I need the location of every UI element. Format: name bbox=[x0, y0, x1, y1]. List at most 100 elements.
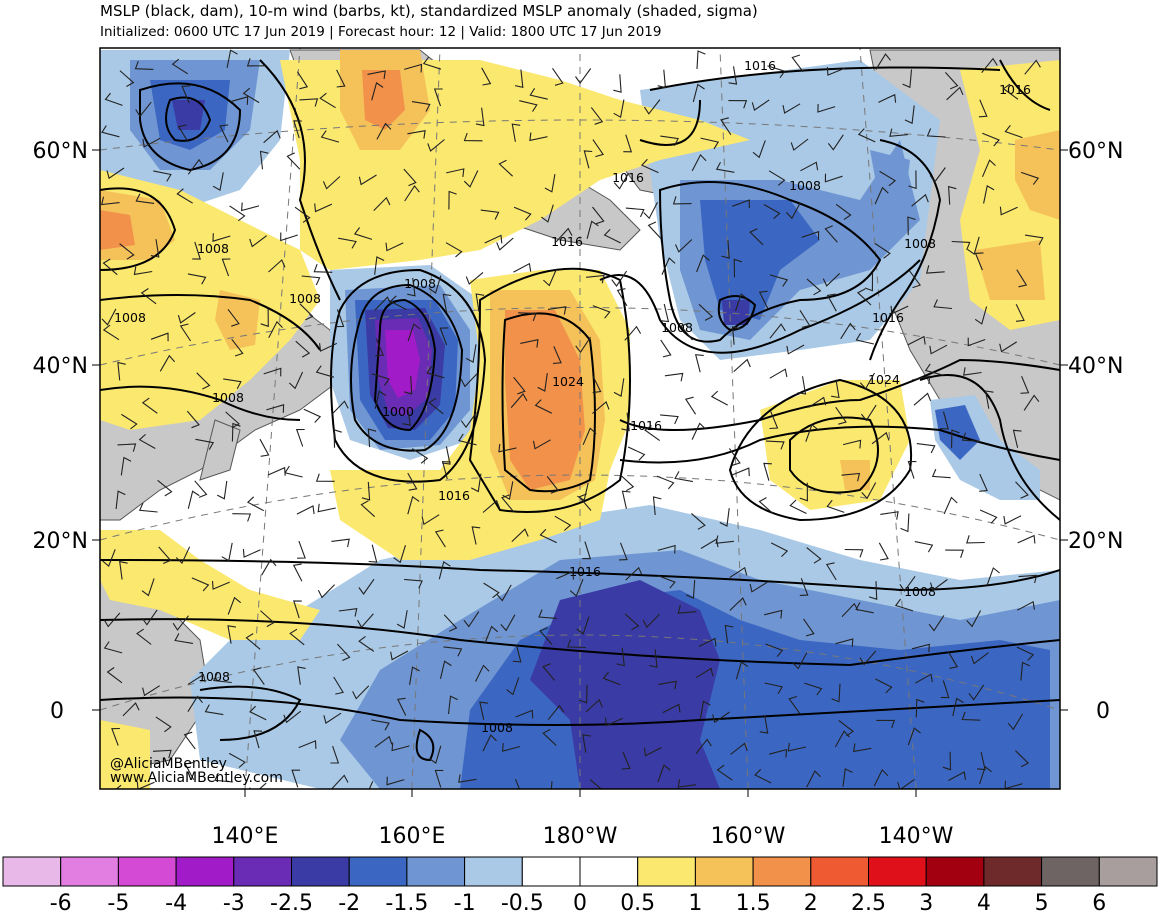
wind-barb bbox=[968, 684, 985, 701]
wind-barb bbox=[712, 711, 730, 724]
wind-barb bbox=[175, 546, 191, 565]
wind-barb bbox=[890, 305, 909, 315]
wind-barb bbox=[951, 240, 971, 251]
colorbar-swatch bbox=[579, 856, 639, 887]
wind-barb bbox=[791, 54, 804, 73]
wind-barb bbox=[296, 505, 315, 515]
wind-barb bbox=[511, 528, 529, 542]
wind-barb bbox=[691, 422, 706, 440]
wind-barb bbox=[911, 643, 931, 653]
wind-barb bbox=[749, 228, 764, 246]
wind-barb bbox=[660, 303, 670, 323]
wind-barb bbox=[117, 443, 137, 452]
wind-barb bbox=[733, 258, 742, 278]
wind-barb bbox=[868, 581, 878, 600]
wind-barb bbox=[861, 482, 877, 500]
wind-barb bbox=[696, 254, 710, 273]
wind-barb bbox=[232, 513, 252, 522]
wind-barb bbox=[948, 771, 967, 781]
wind-barb bbox=[301, 275, 321, 286]
graticule bbox=[100, 48, 1060, 789]
isobar-label: 1008 bbox=[289, 291, 321, 306]
wind-barb bbox=[303, 408, 322, 423]
lat-label-left: 0 bbox=[50, 699, 64, 724]
wind-barb bbox=[700, 538, 719, 549]
wind-barb bbox=[652, 496, 662, 516]
wind-barb bbox=[982, 132, 1000, 147]
wind-barb bbox=[448, 190, 457, 210]
wind-barb bbox=[874, 242, 891, 259]
wind-barb bbox=[443, 614, 458, 632]
wind-barb bbox=[785, 202, 801, 220]
wind-barb bbox=[498, 159, 513, 177]
wind-barb bbox=[246, 496, 265, 512]
wind-barb bbox=[500, 614, 516, 632]
wind-barb bbox=[908, 270, 921, 289]
wind-barb bbox=[1002, 83, 1019, 100]
wind-barb bbox=[422, 56, 442, 70]
wind-barb bbox=[966, 535, 985, 544]
wind-barb bbox=[463, 611, 480, 628]
wind-barb bbox=[967, 337, 986, 347]
wind-barb bbox=[228, 752, 246, 768]
wind-barb bbox=[831, 683, 841, 703]
wind-barb bbox=[586, 220, 599, 239]
wind-barb bbox=[153, 170, 172, 182]
wind-barb bbox=[172, 615, 189, 631]
wind-barb bbox=[187, 695, 203, 712]
wind-barb bbox=[569, 578, 584, 597]
colorbar-swatch bbox=[694, 856, 754, 887]
colorbar-tick-label: -3 bbox=[223, 891, 245, 914]
wind-barb bbox=[135, 101, 152, 118]
wind-barb bbox=[799, 482, 808, 502]
wind-barb bbox=[616, 288, 628, 307]
wind-barb bbox=[694, 354, 704, 373]
wind-barb bbox=[649, 649, 658, 668]
wind-barb bbox=[330, 745, 340, 764]
wind-barb bbox=[826, 293, 837, 312]
wind-barb bbox=[315, 365, 335, 378]
wind-barb bbox=[367, 70, 386, 79]
wind-barb bbox=[874, 186, 889, 205]
wind-barb bbox=[786, 344, 805, 355]
wind-barb bbox=[770, 542, 789, 557]
wind-barb bbox=[501, 743, 521, 752]
wind-barb bbox=[623, 134, 633, 153]
wind-barb bbox=[799, 578, 809, 596]
wind-barb bbox=[510, 393, 528, 408]
wind-barb bbox=[177, 124, 189, 143]
wind-barb bbox=[514, 778, 521, 789]
wind-barb bbox=[788, 695, 801, 714]
colorbar-swatch bbox=[1041, 856, 1100, 887]
wind-barb bbox=[698, 637, 717, 647]
wind-barb bbox=[227, 308, 240, 327]
wind-barb bbox=[873, 768, 889, 787]
wind-barb bbox=[721, 240, 730, 259]
wind-barb bbox=[800, 161, 819, 172]
colorbar-tick-label: 1.5 bbox=[736, 891, 771, 914]
wind-barb bbox=[799, 310, 811, 328]
colorbar-tick-label: -1 bbox=[454, 891, 476, 914]
wind-barb bbox=[613, 99, 625, 119]
wind-barb bbox=[225, 411, 240, 429]
wind-barb bbox=[575, 68, 592, 85]
colorbar-tick-label: 1 bbox=[688, 891, 702, 914]
wind-barb bbox=[695, 667, 714, 679]
wind-barb bbox=[136, 628, 152, 645]
wind-barb bbox=[426, 365, 445, 379]
wind-barb bbox=[333, 429, 342, 448]
wind-barb bbox=[253, 667, 265, 685]
wind-barb bbox=[640, 158, 659, 174]
wind-barb bbox=[204, 704, 224, 716]
wind-barb bbox=[122, 702, 140, 717]
wind-barb bbox=[835, 638, 854, 647]
wind-barb bbox=[543, 268, 558, 287]
wind-barb bbox=[537, 373, 548, 392]
wind-barb bbox=[268, 259, 286, 273]
wind-barb bbox=[790, 138, 809, 151]
longitude-labels: 140°E 160°E 180°W 160°W 140°W bbox=[212, 824, 954, 849]
wind-barb bbox=[520, 339, 539, 348]
wind-barb bbox=[371, 719, 390, 731]
wind-barb bbox=[138, 502, 158, 513]
wind-barb bbox=[223, 378, 242, 390]
